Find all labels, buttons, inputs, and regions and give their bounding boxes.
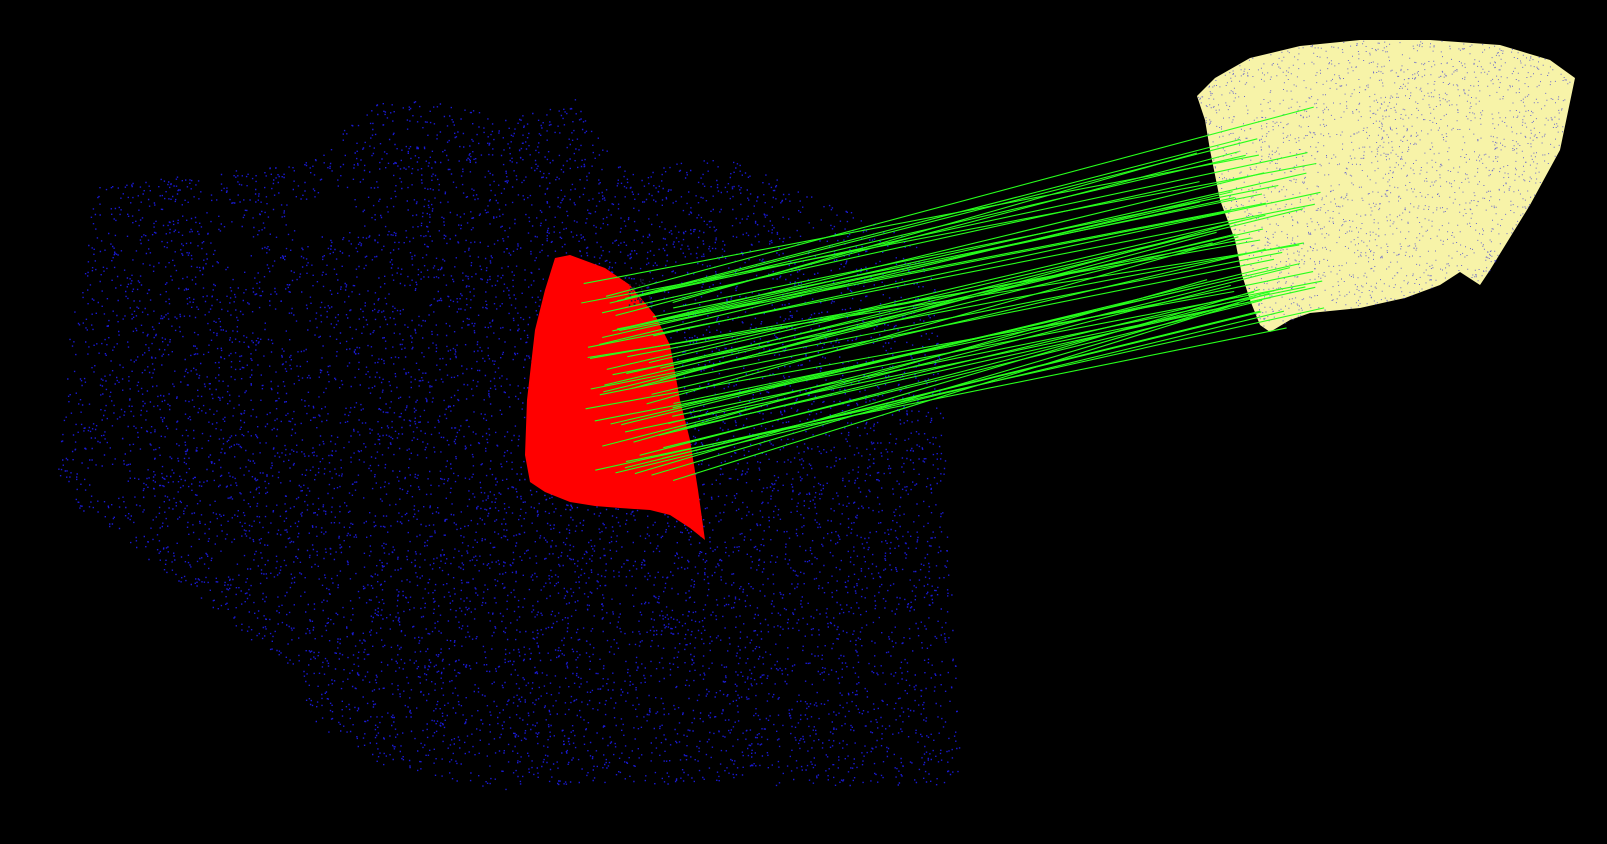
correspondence-line xyxy=(627,237,1251,358)
correspondence-line xyxy=(672,286,1306,417)
correspondence-line xyxy=(585,290,1235,410)
correspondence-line xyxy=(602,201,1201,339)
correspondence-lines xyxy=(581,106,1325,482)
correspondence-line xyxy=(599,191,1233,346)
matched-region-shape xyxy=(525,255,705,540)
correspondence-line xyxy=(617,152,1308,302)
correspondence-line xyxy=(583,154,1260,285)
correspondence-line xyxy=(590,251,1283,390)
correspondence-line xyxy=(651,292,1270,476)
correspondence-line xyxy=(602,284,1231,447)
correspondence-line xyxy=(604,233,1236,386)
correspondence-line xyxy=(653,191,1321,337)
correspondence-line xyxy=(673,271,1314,405)
correspondence-line xyxy=(587,203,1315,348)
correspondence-line xyxy=(624,138,1241,300)
correspondence-line xyxy=(646,236,1239,405)
correspondence-line xyxy=(581,162,1317,304)
correspondence-line xyxy=(651,248,1266,395)
correspondence-line xyxy=(601,181,1200,314)
scene-point-cloud xyxy=(58,99,961,791)
correspondence-line xyxy=(603,242,1213,393)
correspondence-line xyxy=(639,288,1283,456)
correspondence-line xyxy=(621,266,1269,426)
correspondence-line xyxy=(605,106,1314,297)
correspondence-line xyxy=(672,303,1239,482)
correspondence-line xyxy=(612,242,1304,376)
correspondence-line xyxy=(673,184,1279,309)
correspondence-line xyxy=(633,279,1208,443)
correspondence-line xyxy=(658,291,1255,436)
correspondence-line xyxy=(617,172,1265,331)
correspondence-line xyxy=(606,214,1266,370)
correspondence-line xyxy=(668,267,1291,425)
correspondence-line xyxy=(595,307,1325,471)
correspondence-line xyxy=(615,151,1239,317)
correspondence-line xyxy=(648,230,1211,364)
correspondence-line xyxy=(616,202,1267,330)
correspondence-line xyxy=(615,310,1285,474)
correspondence-line xyxy=(609,154,1246,304)
correspondence-line xyxy=(624,297,1271,433)
correspondence-line xyxy=(590,239,1261,359)
scene-point-dots xyxy=(58,99,961,791)
correspondence-line xyxy=(630,172,1307,328)
